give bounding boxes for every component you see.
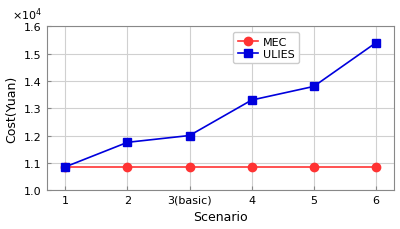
Legend: MEC, ULIES: MEC, ULIES <box>233 33 299 64</box>
ULIES <box>249 99 254 102</box>
Y-axis label: Cost(Yuan): Cost(Yuan) <box>6 75 18 142</box>
ULIES <box>187 135 192 137</box>
MEC <box>63 166 68 169</box>
ULIES <box>63 166 68 169</box>
ULIES <box>125 141 130 144</box>
MEC <box>125 166 130 169</box>
Line: ULIES: ULIES <box>61 39 380 171</box>
MEC <box>311 166 316 169</box>
ULIES <box>374 42 378 45</box>
ULIES <box>311 86 316 88</box>
MEC <box>187 166 192 169</box>
MEC <box>249 166 254 169</box>
Line: MEC: MEC <box>61 163 380 171</box>
MEC <box>374 166 378 169</box>
Text: $\times10^4$: $\times10^4$ <box>12 6 42 22</box>
X-axis label: Scenario: Scenario <box>193 210 248 224</box>
